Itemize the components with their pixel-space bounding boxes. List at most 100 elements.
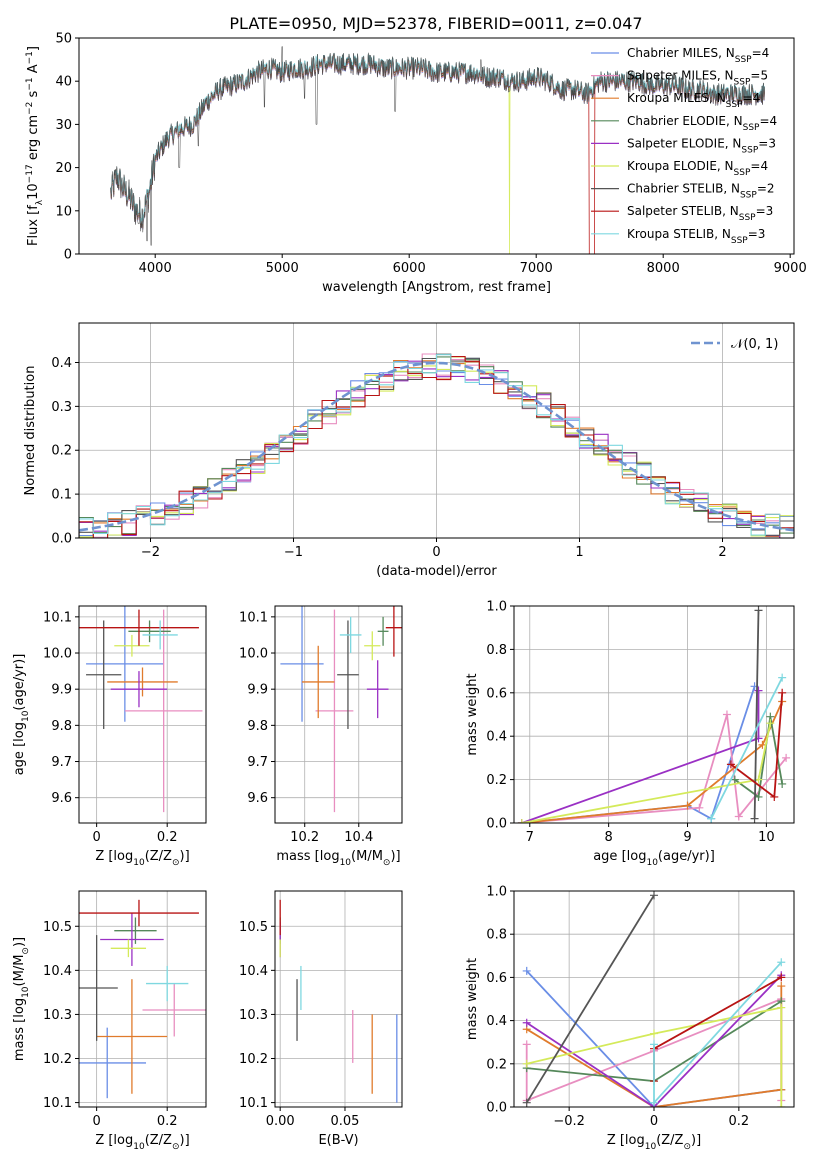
series-point (754, 686, 763, 695)
x-tick-label: 7 (526, 830, 534, 845)
y-axis-label: mass weight (465, 673, 480, 755)
series-point (782, 753, 791, 762)
panel-mass-vs-ebv: 0.00 0.05 10.1 10.2 10.3 10.4 10.5 E(B-V) (239, 890, 403, 1148)
legend: 𝒩(0, 1) (691, 337, 778, 352)
legend-entry: Kroupa ELODIE, NSSP=4 (627, 159, 768, 178)
y-tick-label: 9.8 (51, 719, 72, 734)
x-tick-label: 6000 (393, 261, 426, 276)
series-line (525, 894, 655, 1104)
x-tick-label: 0.05 (331, 1114, 360, 1129)
legend-entry: Chabrier ELODIE, NSSP=4 (627, 114, 777, 133)
y-tick-label: 0.3 (51, 400, 72, 415)
panel-spectrum: 4000 5000 6000 7000 8000 9000 0 10 20 30 40 50 wavel… (25, 32, 807, 296)
y-tick-label: 9.7 (247, 755, 268, 770)
y-tick-label: 0.8 (486, 643, 507, 658)
legend-entry: Kroupa STELIB, NSSP=3 (627, 227, 765, 246)
x-tick-label: 0 (92, 1114, 100, 1129)
x-axis-label: Z [log10(Z/Z⊙)] (607, 1133, 701, 1152)
series-line (734, 716, 784, 799)
y-tick-label: 10.2 (43, 1052, 72, 1067)
x-tick-label: 0.2 (729, 1114, 750, 1129)
panel-mass-vs-Z: 0 0.2 10.1 10.2 10.3 10.4 10.5 Z [log10(Z/Z⊙)] m… (12, 890, 207, 1152)
series-point (695, 803, 704, 812)
y-tick-label: 10.3 (239, 1008, 268, 1023)
y-axis-label: age [log10(age/yr)] (12, 654, 31, 776)
series-point (778, 688, 787, 697)
y-tick-label: 10.4 (239, 964, 268, 979)
series-point (754, 606, 763, 615)
x-tick-label: 0.00 (266, 1114, 295, 1129)
series-point (722, 710, 731, 719)
panel-age-vs-mass: 10.2 10.4 9.6 9.7 9.8 9.9 10.0 10.1 mass [log10(… (239, 605, 403, 868)
plot-area (110, 46, 765, 254)
series-point (777, 982, 786, 991)
series-point (650, 1029, 658, 1038)
x-tick-label: −1 (284, 545, 303, 560)
y-tick-label: 0.8 (486, 928, 507, 943)
x-tick-label: 8 (605, 830, 613, 845)
y-tick-label: 0.0 (51, 532, 72, 547)
series-point (777, 1003, 786, 1012)
panel-age-vs-Z: 0 0.2 9.6 9.7 9.8 9.9 10.0 10.1 Z [log10(Z/Z⊙)] a… (12, 605, 207, 868)
series-point (750, 814, 759, 823)
axes-frame (274, 605, 403, 824)
legend-entry: 𝒩(0, 1) (731, 337, 778, 352)
y-axis-label: Flux [fλ10−17 erg cm−2 s−1 A−1] (25, 46, 45, 246)
x-tick-label: 0 (650, 1114, 658, 1129)
x-tick-label: 0.2 (157, 830, 178, 845)
panel-mass-weight-vs-Z: −0.2 0 0.2 0.0 0.2 0.4 0.6 0.8 1.0 Z [log10(Z/Z⊙)… (465, 885, 795, 1152)
y-tick-label: 9.9 (247, 683, 268, 698)
plot-area (79, 899, 206, 1099)
y-tick-label: 1.0 (486, 885, 507, 900)
y-tick-label: 0.0 (486, 817, 507, 832)
series-line (521, 714, 787, 823)
series-line (653, 961, 782, 1106)
series-point (650, 1098, 658, 1107)
y-tick-label: 20 (55, 161, 72, 176)
series-point (650, 1040, 658, 1049)
axes-frame (78, 605, 207, 824)
x-tick-label: 10 (758, 830, 775, 845)
series-point (778, 779, 787, 788)
series-point (726, 760, 735, 769)
y-tick-label: 10.3 (43, 1008, 72, 1023)
series-point (777, 1103, 786, 1107)
x-tick-label: −0.2 (553, 1114, 585, 1129)
y-tick-label: 0.6 (486, 971, 507, 986)
gaussian-curve (79, 361, 794, 532)
x-tick-label: 5000 (266, 261, 299, 276)
y-tick-label: 50 (55, 32, 72, 47)
x-tick-label: 0 (432, 545, 440, 560)
x-tick-label: 10.2 (290, 830, 319, 845)
y-tick-label: 10.4 (43, 964, 72, 979)
x-tick-label: 2 (718, 545, 726, 560)
series-line (526, 1006, 783, 1107)
plot-area (517, 606, 791, 823)
series-line (710, 677, 784, 820)
legend-entry: Kroupa MILES, NSSP=4 (627, 91, 760, 110)
y-tick-label: 10.1 (239, 1096, 268, 1111)
spectrum-data-line (110, 46, 765, 246)
y-tick-label: 9.8 (247, 719, 268, 734)
x-tick-label: −2 (141, 545, 160, 560)
axes-frame (78, 890, 207, 1108)
series-point (777, 958, 786, 967)
y-tick-label: 10.0 (43, 647, 72, 662)
y-tick-label: 10.0 (239, 647, 268, 662)
y-tick-label: 9.6 (51, 791, 72, 806)
y-tick-label: 10.5 (239, 920, 268, 935)
axes-frame (274, 890, 403, 1108)
x-tick-label: 0 (92, 830, 100, 845)
series-point (522, 1098, 531, 1107)
axes-frame (78, 37, 795, 255)
series-point (522, 966, 531, 975)
series-point (770, 792, 779, 801)
y-tick-label: 0.1 (51, 488, 72, 503)
legend-entry: Chabrier MILES, NSSP=4 (627, 46, 769, 65)
series-point (730, 775, 739, 784)
series-point (777, 973, 786, 982)
axes-frame (513, 605, 795, 824)
figure-title: PLATE=0950, MJD=52378, FIBERID=0011, z=0… (229, 14, 642, 33)
y-tick-label: 10.2 (239, 1052, 268, 1067)
